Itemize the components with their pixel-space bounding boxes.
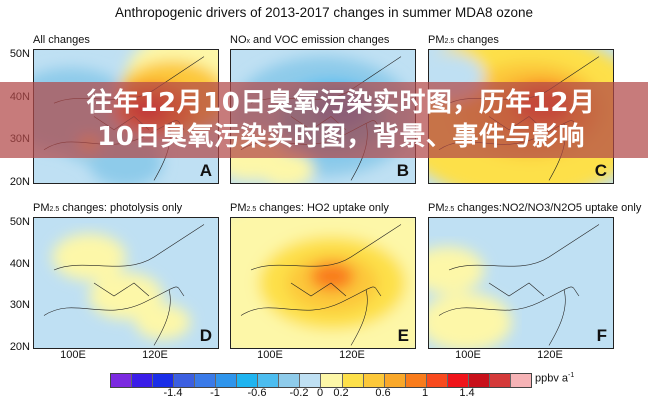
colorbar-swatch — [111, 374, 133, 387]
shaded-region — [310, 262, 355, 291]
longitude-label: 120E — [142, 349, 168, 361]
country-borders — [43, 224, 205, 346]
colorbar-swatch — [489, 374, 511, 387]
title-rest: changes — [454, 34, 499, 46]
title-subscript: 2.5 — [49, 206, 60, 213]
unit-superscript: -1 — [568, 372, 575, 379]
colorbar-swatch — [132, 374, 154, 387]
banner-line-2: 10日臭氧污染实时图，背景、事件与影响 — [97, 122, 585, 152]
colorbar-swatch — [468, 374, 490, 387]
colorbar-swatch — [216, 374, 238, 387]
colorbar — [110, 373, 532, 388]
map-image — [429, 224, 600, 348]
panel-letter: F — [596, 326, 607, 345]
colorbar-swatch — [384, 374, 406, 387]
country-borders — [240, 224, 402, 346]
latitude-label: 50N — [9, 216, 30, 228]
title-subscript: 2.5 — [444, 38, 455, 45]
colorbar-swatch — [405, 374, 427, 387]
longitude-label: 100E — [60, 349, 86, 361]
colorbar-tick-label: 0.2 — [333, 387, 349, 399]
latitude-label: 30N — [9, 299, 30, 312]
longitude-label: 100E — [257, 349, 283, 361]
colorbar-tick-label: 1.4 — [459, 387, 475, 399]
panel-letter: B — [396, 161, 409, 180]
figure-title: Anthropogenic drivers of 2013-2017 chang… — [115, 5, 533, 20]
shaded-region — [258, 151, 314, 183]
colorbar-swatch — [258, 374, 280, 387]
title-banner: 往年12月10日臭氧污染实时图，历年12月 10日臭氧污染实时图，背景、事件与影… — [0, 82, 648, 158]
unit-text: ppbv a — [535, 372, 569, 385]
colorbar-swatch — [279, 374, 301, 387]
panel-title: PM2.5 changes — [428, 34, 499, 46]
longitude-label: 120E — [339, 349, 365, 361]
latitude-label: 20N — [9, 341, 30, 353]
title-subscript: x — [246, 38, 251, 45]
map-image — [231, 218, 415, 348]
latitude-label: 40N — [9, 257, 30, 270]
panel-title: PM2.5 changes: photolysis only — [33, 202, 182, 214]
shaded-region — [89, 272, 163, 320]
colorbar-unit: ppbv a-1 — [535, 372, 574, 385]
panel-letter: E — [397, 326, 409, 345]
title-subscript: 2.5 — [444, 206, 455, 213]
title-main: NO — [230, 34, 247, 46]
longitude-label: 100E — [455, 349, 481, 361]
colorbar-tick-label: 0 — [316, 387, 324, 399]
shaded-region — [52, 233, 126, 281]
map-panel-d: D — [33, 217, 219, 349]
latitude-label: 20N — [9, 176, 30, 188]
colorbar-swatch — [426, 374, 448, 387]
map-image — [43, 224, 205, 346]
panel-title: PM2.5 changes:NO2/NO3/N2O5 uptake only — [428, 202, 641, 214]
title-rest: and VOC emission changes — [250, 34, 390, 46]
colorbar-tick-label: 1 — [421, 387, 429, 399]
title-main: All changes — [33, 34, 90, 46]
colorbar-tick-label: -0.2 — [289, 387, 309, 399]
colorbar-swatch — [237, 374, 259, 387]
panel-title: PM2.5 changes: HO2 uptake only — [230, 202, 389, 214]
shaded-region — [135, 304, 191, 340]
latitude-label: 50N — [9, 48, 30, 60]
colorbar-swatch — [153, 374, 175, 387]
colorbar-swatch — [342, 374, 364, 387]
colorbar-swatch — [447, 374, 469, 387]
colorbar-swatch — [363, 374, 385, 387]
colorbar-swatch — [300, 374, 322, 387]
country-borders — [438, 224, 600, 346]
panel-title: NOx and VOC emission changes — [230, 34, 389, 46]
panel-letter: C — [594, 161, 607, 180]
title-rest: changes: HO2 uptake only — [256, 202, 389, 214]
colorbar-swatch — [174, 374, 196, 387]
colorbar-tick-label: -0.6 — [247, 387, 267, 399]
title-main: PM — [428, 202, 445, 214]
shaded-region — [429, 246, 485, 294]
longitude-label: 120E — [537, 349, 563, 361]
colorbar-swatch — [195, 374, 217, 387]
colorbar-tick-label: -1.4 — [163, 387, 183, 399]
shaded-region — [429, 292, 512, 348]
colorbar-swatch — [510, 374, 531, 387]
title-rest: changes: photolysis only — [59, 202, 183, 214]
colorbar-swatch — [321, 374, 343, 387]
panel-letter: A — [199, 161, 212, 180]
panel-letter: D — [199, 326, 212, 345]
title-subscript: 2.5 — [246, 206, 257, 213]
title-main: PM — [33, 202, 50, 214]
title-main: PM — [428, 34, 445, 46]
map-panel-e: E — [230, 217, 416, 349]
title-rest: changes:NO2/NO3/N2O5 uptake only — [454, 202, 642, 214]
map-panel-f: F — [428, 217, 614, 349]
colorbar-tick-label: 0.6 — [375, 387, 391, 399]
colorbar-tick-label: -1 — [210, 387, 220, 399]
title-main: PM — [230, 202, 247, 214]
panel-title: All changes — [33, 34, 90, 46]
banner-line-1: 往年12月10日臭氧污染实时图，历年12月 — [86, 88, 596, 118]
